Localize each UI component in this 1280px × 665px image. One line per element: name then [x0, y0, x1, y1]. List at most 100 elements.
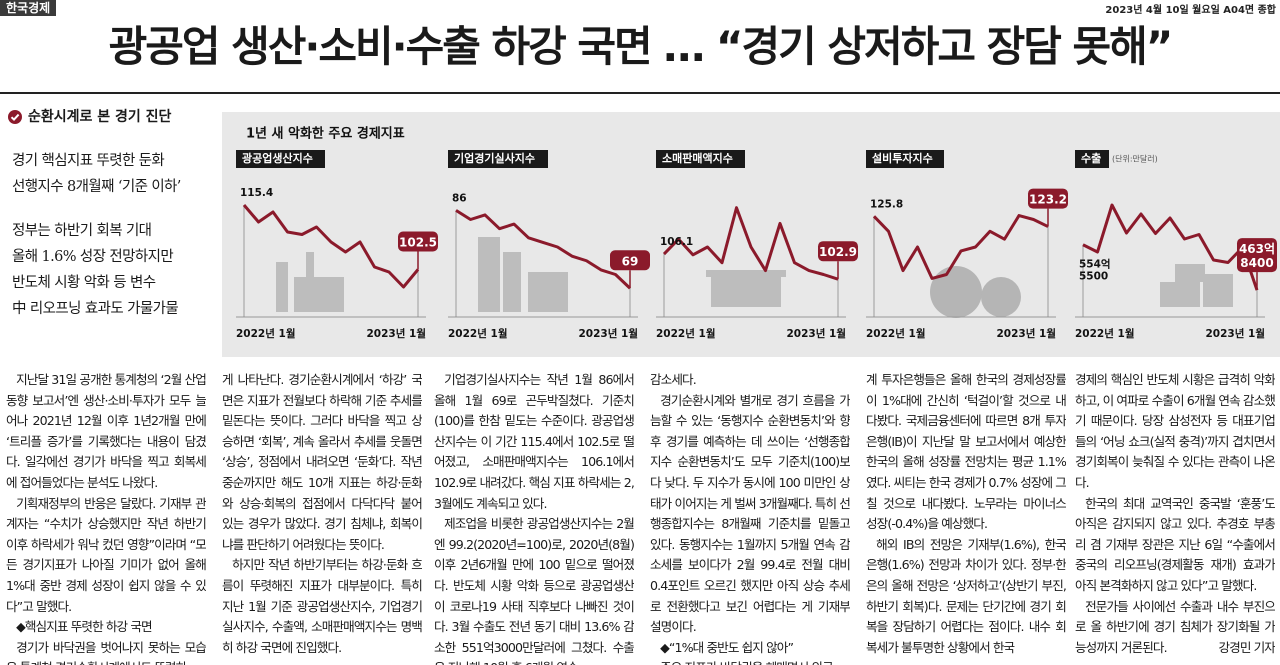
end-label-line: 102.5	[399, 235, 437, 249]
panel-label-bg	[866, 150, 944, 168]
paragraph: ◆“1%대 중반도 쉽지 않아”	[660, 639, 794, 655]
start-label-line: 554억	[1079, 259, 1111, 271]
illustration	[930, 266, 982, 318]
start-label-line: 5500	[1079, 271, 1108, 283]
subhead-line: 경기 핵심지표 뚜렷한 둔화	[12, 153, 165, 169]
panel-label-bg	[656, 150, 745, 168]
article-column: 경제의 핵심인 반도체 시황은 급격히 악화하고, 이 여파로 수출이 6개월 …	[1075, 370, 1275, 665]
illustration	[528, 272, 568, 312]
panel-label: 기업경기실사지수	[454, 151, 535, 165]
data-line	[662, 206, 839, 281]
byline: 강경민 기자	[1218, 639, 1275, 655]
illustration	[981, 277, 1021, 317]
paragraph: 하지만 작년 하반기부터는 하강·둔화 흐름이 뚜렷해진 지표가 대부분이다. …	[222, 557, 422, 655]
end-label-line: 123.2	[1029, 192, 1067, 206]
paragraph: 기업경기실사지수는 작년 1월 86에서 올해 1월 69로 곤두박질쳤다. 기…	[434, 372, 634, 511]
paragraph: 전문가들 사이에선 수출과 내수 부진으로 올 하반기에 경기 침체가 장기화될…	[1075, 597, 1275, 659]
x-label: 2022년 1월	[1075, 327, 1135, 340]
article-column: 감소세다. 경기순환시계와 별개로 경기 흐름을 가늠할 수 있는 ‘동행지수 순…	[650, 370, 850, 665]
end-label-bg	[1028, 188, 1068, 209]
paragraph: ◆핵심지표 뚜렷한 하강 국면	[16, 619, 153, 635]
end-label-line: 69	[622, 254, 639, 268]
panel-label-bg	[236, 150, 325, 168]
end-label-bg	[398, 231, 438, 252]
x-label: 2023년 1월	[1205, 327, 1265, 340]
panel: 광공업생산지수 2022년 1월 2023년 1월 115.4 102.5	[236, 150, 438, 340]
article-column: 지난달 31일 공개한 통계청의 ‘2월 산업동향 보고서’엔 생산·소비·투자…	[6, 370, 206, 665]
end-label: 463억 8400	[1239, 242, 1275, 270]
x-label: 2023년 1월	[578, 327, 638, 340]
paragraph: 한국의 최대 교역국인 중국발 ‘훈풍’도 아직은 감지되지 않고 있다. 추경…	[1075, 495, 1275, 593]
start-label: 125.8	[870, 198, 903, 210]
end-label-bg	[818, 241, 858, 262]
paragraph: 경기가 바닥권을 벗어나지 못하는 모습은 통계청 경기순환시계에서도 뚜렷하	[6, 639, 206, 665]
illustration	[306, 252, 314, 277]
panel-label: 설비투자지수	[872, 151, 933, 165]
start-label-line: 125.8	[870, 198, 903, 210]
end-label: 123.2	[1029, 192, 1067, 206]
start-label: 106.1	[660, 236, 693, 248]
panel: 소매판매액지수 2022년 1월 2023년 1월 106.1 102.9	[656, 150, 858, 340]
paragraph: 지난달 31일 공개한 통계청의 ‘2월 산업동향 보고서’엔 생산·소비·투자…	[6, 372, 206, 490]
subhead-line: 정부는 하반기 회복 기대	[12, 223, 152, 239]
date: 2023년 4월 10일 월요일 A04면 종합	[1105, 5, 1276, 16]
panel: 수출 (단위:만달러) 2022년 1월 2023년 1월 554억 5500 463억 84…	[1075, 150, 1277, 340]
illustration	[1175, 264, 1205, 282]
end-label-bg	[610, 250, 650, 271]
x-label: 2023년 1월	[996, 327, 1056, 340]
subhead-line: 선행지수 8개월째 ‘기준 이하’	[12, 179, 181, 195]
sidebar-title: 순환시계로 본 경기 진단	[8, 104, 213, 130]
panel: 설비투자지수 2022년 1월 2023년 1월 125.8 123.2	[866, 150, 1068, 340]
illustration	[276, 262, 288, 312]
x-label: 2022년 1월	[236, 327, 296, 340]
article-column: 기업경기실사지수는 작년 1월 86에서 올해 1월 69로 곤두박질쳤다. 기…	[434, 370, 634, 665]
illustration	[503, 252, 521, 312]
end-label-line: 102.9	[819, 245, 857, 259]
subhead-line: 올해 1.6% 성장 전망하지만	[12, 249, 174, 265]
data-line	[455, 209, 632, 290]
logo: 한국경제	[0, 0, 57, 16]
end-label-line: 463억	[1239, 242, 1275, 256]
infographic: 1년 새 악화한 주요 경제지표 광공업생산지수 2022년 1월 2023년 1월…	[222, 112, 1280, 357]
paragraph: 경기순환시계와 별개로 경기 흐름을 가늠할 수 있는 ‘동행지수 순환변동치’…	[650, 392, 850, 635]
paragraph: 게 나타난다. 경기순환시계에서 ‘하강’ 국면은 지표가 전월보다 하락해 기…	[222, 372, 422, 552]
start-label-line: 86	[452, 192, 467, 204]
x-label: 2023년 1월	[366, 327, 426, 340]
illustration	[294, 277, 344, 312]
end-label: 69	[622, 254, 639, 268]
subhead-line: 반도체 시황 악화 등 변수	[12, 275, 156, 291]
paragraph: 주요 지표가 바닥권을 헤매면서 외국	[650, 658, 850, 665]
x-label: 2022년 1월	[656, 327, 716, 340]
article-column: 계 투자은행들은 올해 한국의 경제성장률이 1%대에 간신히 ‘턱걸이’할 것…	[866, 370, 1066, 665]
x-label: 2022년 1월	[866, 327, 926, 340]
panel-label-bg	[448, 150, 548, 168]
data-line	[1082, 203, 1259, 291]
end-label-line: 8400	[1240, 256, 1273, 270]
panel-label: 광공업생산지수	[242, 151, 313, 165]
infographic-title: 1년 새 악화한 주요 경제지표	[246, 126, 405, 142]
sidebar-title-text: 순환시계로 본 경기 진단	[28, 109, 172, 125]
start-label-line: 106.1	[660, 236, 693, 248]
panel-label-bg	[1075, 150, 1109, 168]
x-label: 2022년 1월	[448, 327, 508, 340]
paragraph: 경제의 핵심인 반도체 시황은 급격히 악화하고, 이 여파로 수출이 6개월 …	[1075, 372, 1275, 490]
rule	[0, 92, 1280, 94]
subhead-line: 中 리오프닝 효과도 가물가물	[12, 301, 179, 317]
end-label: 102.9	[819, 245, 857, 259]
article-column: 게 나타난다. 경기순환시계에서 ‘하강’ 국면은 지표가 전월보다 하락해 기…	[222, 370, 422, 665]
illustration	[1203, 274, 1233, 307]
illustration	[1160, 282, 1200, 307]
paragraph: 감소세다.	[650, 372, 697, 387]
infographic-bg	[222, 112, 1280, 357]
data-line	[872, 214, 1049, 280]
end-label: 102.5	[399, 235, 437, 249]
end-label-bg	[1237, 238, 1277, 273]
start-label: 86	[452, 192, 467, 204]
start-label-line: 115.4	[240, 187, 273, 199]
paragraph: 기획재정부의 반응은 달랐다. 기재부 관계자는 “수치가 상승했지만 작년 하…	[6, 495, 206, 614]
panel-unit: (단위:만달러)	[1112, 154, 1158, 164]
